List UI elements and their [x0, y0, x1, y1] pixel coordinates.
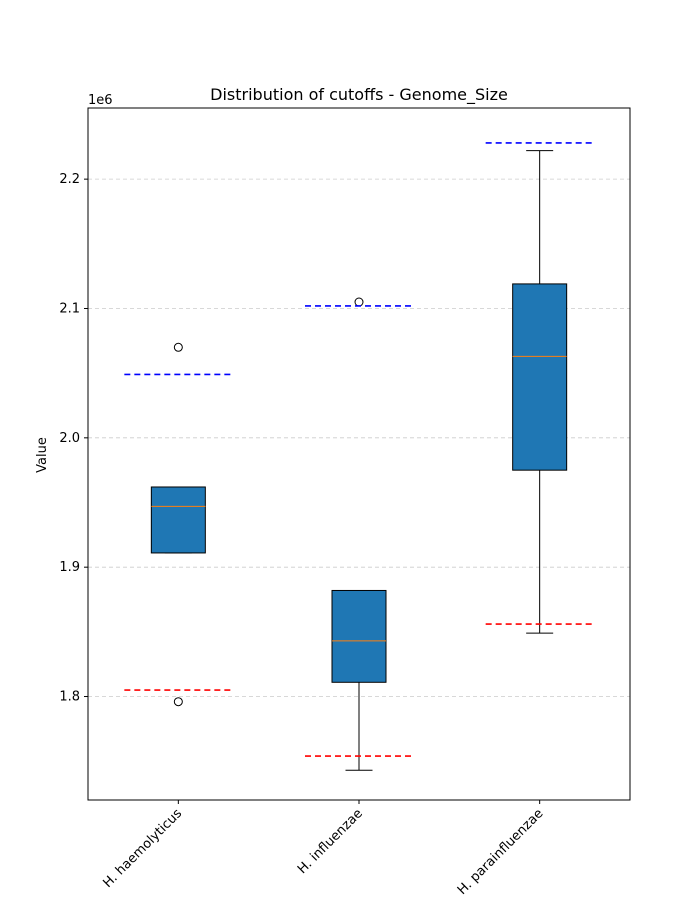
cutoff-lines	[124, 142, 594, 757]
y-tick-label: 1.8	[59, 690, 80, 705]
y-axis-label: Value	[35, 437, 50, 473]
x-tick-label: H. haemolyticus	[100, 806, 185, 891]
box-1	[331, 297, 387, 771]
iqr-box	[512, 283, 568, 471]
iqr-box	[331, 589, 387, 683]
x-axis-ticks: H. haemolyticus H. influenzae H. parainflu…	[100, 800, 546, 898]
x-tick-label: H. parainfluenzae	[455, 806, 547, 898]
y-tick-label: 2.2	[59, 172, 80, 187]
iqr-box	[150, 486, 206, 554]
boxes	[150, 150, 568, 771]
y-axis-ticks: 1.8 1.9 2.0 2.1 2.2	[59, 172, 88, 705]
box-0	[150, 342, 206, 707]
outlier-point	[173, 697, 183, 707]
y-tick-label: 2.1	[59, 301, 80, 316]
outlier-point	[354, 297, 364, 307]
plot-area-frame	[87, 107, 631, 801]
y-tick-label: 1.9	[59, 560, 80, 575]
outlier-point	[173, 342, 183, 352]
chart-title: Distribution of cutoffs - Genome_Size	[210, 85, 508, 105]
y-tick-label: 2.0	[59, 431, 80, 446]
y-offset-label: 1e6	[88, 93, 113, 108]
box-2	[512, 150, 568, 634]
x-tick-label: H. influenzae	[295, 806, 366, 877]
